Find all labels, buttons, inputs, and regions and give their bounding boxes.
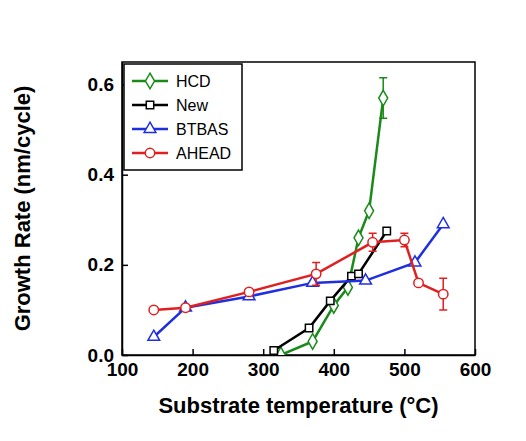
legend-label: HCD	[176, 73, 211, 90]
y-tick-label: 0.4	[88, 164, 115, 185]
series-line	[274, 231, 387, 350]
error-bar	[369, 233, 377, 251]
x-axis-line	[123, 355, 476, 357]
series-line	[154, 224, 443, 337]
error-bar	[379, 78, 387, 119]
marker	[368, 238, 377, 247]
y-tick-mark	[122, 355, 128, 357]
legend-label: AHEAD	[176, 145, 231, 162]
x-tick-label: 300	[248, 359, 280, 380]
marker	[365, 203, 374, 219]
y-axis-title: Growth Rate (nm/cycle)	[10, 86, 35, 332]
legend: HCD New BTBAS AHEAD	[124, 64, 242, 170]
x-tick-mark	[404, 349, 406, 355]
marker	[244, 287, 253, 296]
error-bar	[400, 233, 408, 247]
x-axis: 100200300400500600	[107, 349, 492, 380]
x-tick: 500	[389, 349, 421, 380]
y-tick: 0.2	[88, 254, 128, 275]
x-axis-title: Substrate temperature (°C)	[158, 393, 438, 418]
x-tick-label: 500	[389, 359, 421, 380]
y-axis-line	[122, 63, 124, 356]
marker	[305, 324, 312, 331]
legend-box	[124, 64, 242, 170]
x-tick-label: 600	[460, 359, 492, 380]
y-tick: 0.0	[88, 345, 128, 366]
x-tick: 200	[177, 349, 209, 380]
y-tick-label: 0.6	[88, 74, 114, 95]
legend-marker	[145, 148, 154, 157]
y-axis: 0.0 0.2 0.4 0.6	[88, 63, 128, 366]
marker	[308, 334, 317, 350]
legend-marker	[144, 122, 156, 132]
x-tick-mark	[334, 349, 336, 355]
x-tick-label: 400	[318, 359, 350, 380]
marker	[348, 272, 355, 279]
series-line	[154, 240, 443, 310]
marker	[437, 217, 449, 227]
legend-marker	[146, 101, 153, 108]
marker	[379, 90, 388, 106]
marker	[327, 297, 334, 304]
error-bar	[439, 278, 447, 310]
marker	[383, 227, 390, 234]
marker	[311, 269, 320, 278]
y-tick-label: 0.0	[88, 345, 114, 366]
x-tick: 600	[460, 349, 492, 380]
marker	[400, 235, 409, 244]
x-tick: 400	[318, 349, 350, 380]
legend-label: New	[176, 97, 208, 114]
marker	[149, 305, 158, 314]
plot-frame	[122, 62, 475, 355]
y-tick-label: 0.2	[88, 254, 114, 275]
x-tick-mark	[263, 349, 265, 355]
marker	[354, 230, 363, 246]
legend-marker	[146, 73, 155, 89]
marker	[414, 278, 423, 287]
marker	[360, 274, 372, 284]
series-line	[281, 98, 383, 355]
x-tick-label: 200	[177, 359, 209, 380]
y-tick: 0.6	[88, 74, 128, 95]
legend-label: BTBAS	[176, 121, 228, 138]
marker	[270, 347, 277, 354]
marker	[439, 289, 448, 298]
marker	[355, 270, 362, 277]
marker	[148, 330, 160, 340]
y-tick: 0.4	[88, 164, 128, 185]
x-tick-mark	[475, 349, 477, 355]
x-tick-mark	[192, 349, 194, 355]
error-bar	[312, 263, 320, 286]
y-tick-mark	[122, 174, 128, 176]
chart: 1002003004005006000.00.20.40.6Substrate …	[0, 0, 526, 441]
y-tick-mark	[122, 265, 128, 267]
marker	[181, 303, 190, 312]
